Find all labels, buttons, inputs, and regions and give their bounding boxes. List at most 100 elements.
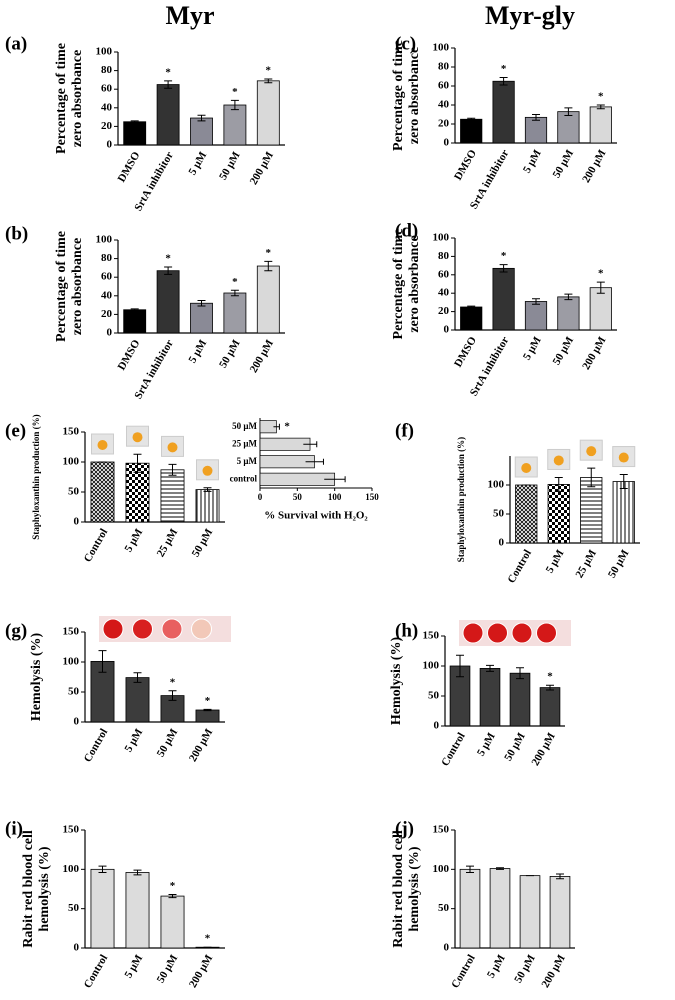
x-tick-label: 5 μM (122, 526, 145, 554)
significance-mark: * (501, 250, 507, 262)
error-bar (556, 873, 564, 880)
bar (549, 876, 571, 949)
y-axis-label: zero absorbance (407, 47, 422, 144)
error-bar (596, 104, 605, 110)
bar (489, 868, 511, 949)
error-bar (197, 114, 206, 122)
error-bar (273, 423, 280, 430)
y-tick-label: 0 (444, 942, 450, 954)
error-bar (197, 299, 206, 307)
error-bar (230, 99, 239, 111)
panel-label: (a) (5, 33, 27, 54)
photo (586, 446, 597, 457)
significance-mark: * (547, 671, 553, 683)
y-axis-label: Staphyloxanthin production (%) (31, 414, 41, 539)
photo (202, 465, 213, 476)
panel-label: (g) (5, 620, 27, 641)
x-tick-label: 5 μM (186, 337, 209, 365)
significance-mark: * (232, 276, 238, 288)
error-bar (168, 894, 177, 899)
error-bar (619, 474, 628, 489)
y-axis-label: Rabit red blood cell (21, 830, 36, 948)
bar (160, 895, 185, 949)
bar (557, 296, 580, 331)
y-tick-label: 50 (68, 486, 80, 498)
y-tick-label: 60 (438, 80, 450, 92)
photo (618, 452, 629, 463)
x-tick-label: DMSO (116, 337, 143, 372)
y-axis-label: Percentage of time (54, 231, 69, 342)
photo (521, 463, 532, 473)
y-tick-label: 20 (438, 118, 450, 130)
y-tick-label: 20 (101, 120, 113, 132)
significance-mark: * (598, 91, 604, 103)
x-axis-label: % Survival with H₂O₂ (264, 510, 368, 522)
y-tick-label: 0 (444, 324, 450, 336)
y-axis-label: zero absorbance (70, 50, 85, 147)
error-bar (456, 654, 464, 678)
y-tick-label: 50 μM (232, 421, 257, 431)
y-tick-label: 150 (63, 626, 80, 638)
y-tick-label: 0 (107, 327, 113, 339)
error-bar (324, 476, 346, 483)
panel-label: (f) (395, 420, 414, 441)
y-tick-label: 150 (63, 426, 80, 438)
error-bar (230, 289, 239, 297)
x-tick-label: 150 (365, 492, 379, 502)
error-bar (486, 664, 494, 672)
y-axis-label: Percentage of time (54, 43, 69, 154)
photo (132, 618, 153, 640)
error-bar (133, 453, 142, 473)
y-axis-label: Percentage of time (391, 40, 406, 151)
photo (487, 622, 508, 644)
error-bar (303, 441, 318, 448)
bar (580, 477, 603, 544)
x-tick-label: 5 μM (544, 547, 567, 575)
y-axis-label: Hemolysis (%) (389, 637, 404, 726)
bar (259, 437, 311, 451)
x-tick-label: 25 μM (573, 547, 599, 580)
y-tick-label: 20 (438, 305, 450, 317)
error-bar (98, 650, 107, 673)
x-tick-label: 50 μM (217, 149, 243, 182)
panel-label: (d) (395, 220, 418, 241)
bar (492, 80, 515, 144)
y-tick-label: 150 (423, 630, 440, 642)
x-tick-label: Control (82, 953, 111, 991)
bar (195, 489, 220, 523)
photo (553, 455, 564, 466)
error-bar (264, 260, 273, 272)
bar (547, 484, 570, 544)
panel-label: (h) (395, 620, 418, 641)
significance-mark: * (266, 247, 272, 259)
error-bar (467, 117, 476, 121)
panel-label: (i) (5, 818, 23, 839)
y-tick-label: 100 (433, 863, 450, 875)
significance-mark: * (170, 880, 176, 892)
error-bar (554, 476, 563, 492)
bar (223, 104, 247, 146)
bar (589, 287, 612, 331)
x-tick-label: 200 μM (248, 337, 277, 375)
error-bar (564, 293, 573, 301)
column-title: Myr-gly (485, 1, 575, 30)
x-tick-label: 200 μM (187, 952, 216, 990)
y-tick-label: 60 (101, 271, 113, 283)
error-bar (130, 120, 139, 124)
y-tick-label: 0 (74, 516, 80, 528)
photo (161, 618, 183, 640)
bar (259, 472, 336, 486)
x-tick-label: 200 μM (529, 730, 558, 768)
x-tick-label: 50 μM (155, 726, 181, 759)
x-tick-label: 0 (258, 492, 263, 502)
significance-mark: * (284, 420, 290, 432)
error-bar (305, 458, 324, 465)
y-tick-label: 50 (493, 508, 505, 520)
x-tick-label: DMSO (452, 334, 479, 369)
y-tick-label: 100 (433, 42, 450, 54)
bar (539, 687, 561, 727)
photo (191, 618, 212, 640)
y-tick-label: 80 (438, 61, 450, 73)
